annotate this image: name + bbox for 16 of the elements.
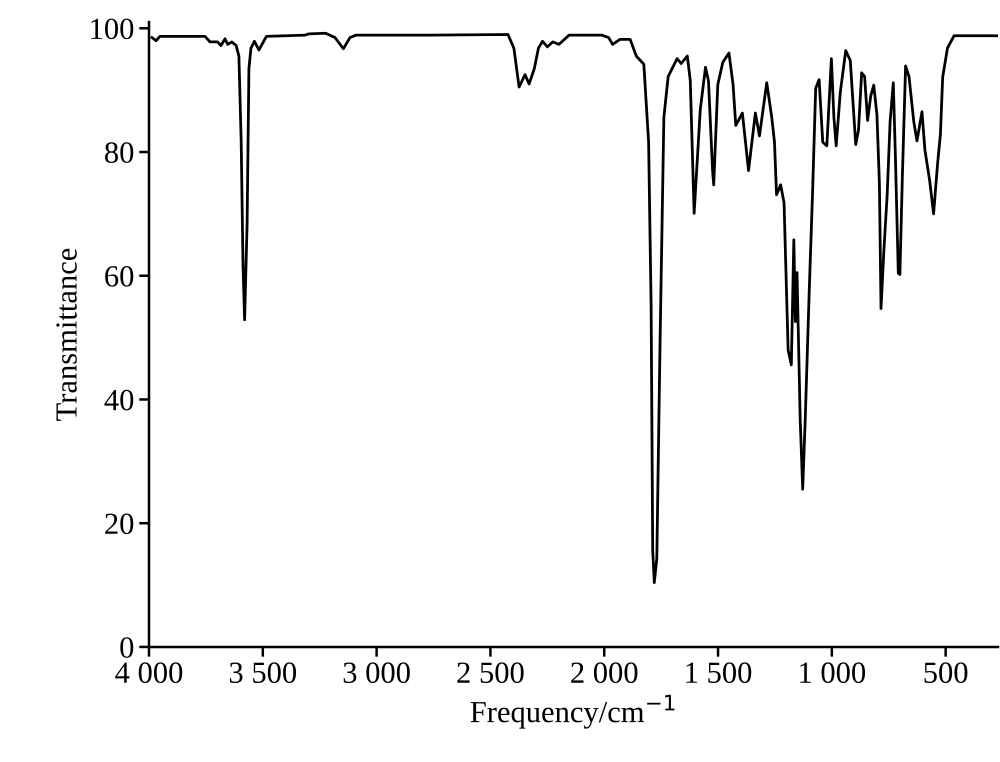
y-tick-label: 0: [120, 637, 134, 658]
x-tick-label: 2 000: [571, 662, 638, 684]
x-tick-label: 1 500: [686, 662, 752, 684]
x-axis-title: Frequency/cm$^{−1}$: [470, 694, 674, 729]
x-tick-label: 3 500: [230, 662, 296, 684]
y-tick-label: 20: [105, 513, 134, 534]
y-axis-title: Transmittance: [56, 248, 77, 421]
y-tick-label: 40: [104, 390, 134, 410]
x-tick-label: 2 500: [457, 662, 524, 684]
x-tick-label: 3 000: [344, 662, 410, 684]
x-tick-label: 1 000: [800, 662, 866, 684]
y-tick-label: 80: [105, 142, 134, 163]
y-tick-label: 100: [91, 18, 134, 40]
x-tick-label: 4 000: [115, 662, 182, 684]
x-tick-label: 500: [924, 662, 968, 684]
y-tick-label: 60: [105, 266, 134, 287]
